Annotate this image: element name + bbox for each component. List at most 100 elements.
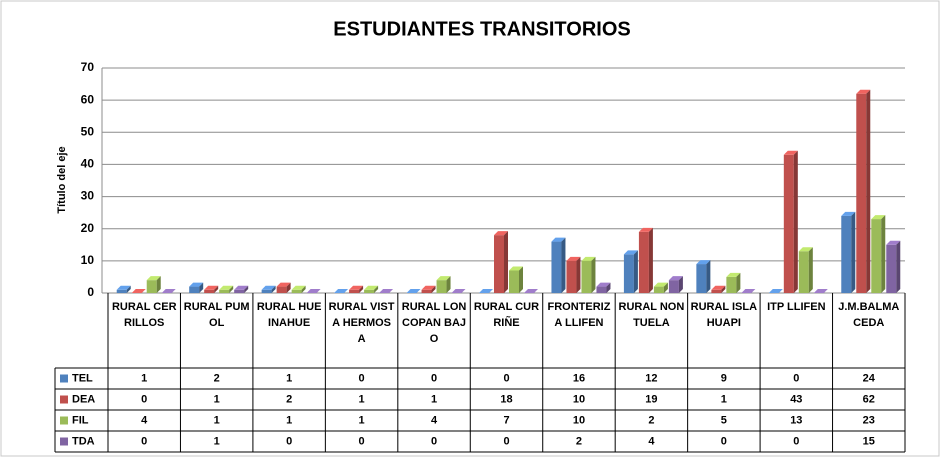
- bar-top: [871, 215, 886, 220]
- bar-side: [851, 211, 856, 293]
- bar: [276, 282, 291, 293]
- bar-front: [726, 276, 737, 293]
- bar-side: [126, 285, 131, 293]
- bar-top: [841, 211, 856, 216]
- bar-top: [161, 289, 176, 293]
- bar-top: [219, 285, 234, 290]
- bar-top: [509, 266, 523, 271]
- y-tick-label: 30: [81, 189, 95, 203]
- bar-top: [768, 289, 783, 293]
- y-tick-label: 20: [81, 221, 95, 235]
- x-tick-label-box: J.M.BALMACEDA: [838, 301, 900, 329]
- bar-front: [234, 289, 245, 293]
- bar-top: [364, 285, 379, 290]
- legend-swatch: [60, 395, 68, 404]
- bar: [623, 250, 638, 293]
- x-tick-label-box: RURAL CURRIÑE: [474, 301, 539, 329]
- bar-top: [653, 282, 668, 287]
- bar: [479, 289, 493, 293]
- bar-top: [234, 285, 249, 290]
- table-value: 1: [286, 414, 292, 426]
- table-value: 4: [648, 435, 655, 447]
- x-tick-label: ITP LLIFEN: [767, 301, 826, 313]
- bar-side: [504, 231, 508, 293]
- bar: [783, 150, 798, 293]
- table-value: 0: [793, 435, 799, 447]
- bar-side: [721, 285, 726, 293]
- bar-top: [451, 289, 466, 293]
- table-value: 19: [645, 393, 657, 405]
- bar: [509, 266, 523, 293]
- bar: [668, 276, 683, 293]
- bar-top: [131, 289, 146, 293]
- bar-top: [813, 289, 828, 293]
- table-value: 23: [863, 414, 875, 426]
- bar-front: [841, 215, 852, 293]
- table-value: 0: [721, 435, 727, 447]
- bar-front: [146, 280, 157, 293]
- bar: [204, 285, 219, 293]
- bar-side: [663, 282, 668, 293]
- bar-front: [653, 286, 664, 293]
- legend-swatch: [60, 437, 68, 446]
- legend-label: TDA: [72, 435, 95, 447]
- table-value: 0: [431, 372, 437, 384]
- table-value: 10: [573, 393, 585, 405]
- table-value: 12: [645, 372, 657, 384]
- table-value: 2: [576, 435, 582, 447]
- table-value: 1: [286, 372, 292, 384]
- bar-top: [623, 250, 638, 255]
- bar-top: [696, 260, 711, 265]
- bar-front: [856, 93, 867, 293]
- legend-swatch: [60, 416, 68, 425]
- x-tick-label-box: ITP LLIFEN: [767, 301, 826, 313]
- x-tick-label: RURAL CERRILLOS: [111, 301, 177, 329]
- x-tick-label-box: RURAL HUEINAHUE: [257, 301, 322, 329]
- bar-top: [306, 289, 321, 293]
- bar: [219, 285, 234, 293]
- bar: [566, 256, 581, 293]
- bar: [349, 285, 364, 293]
- table-value: 7: [503, 414, 509, 426]
- bar: [131, 289, 146, 293]
- bar-front: [276, 286, 287, 293]
- bar-front: [783, 154, 794, 293]
- legend-label: TEL: [72, 372, 93, 384]
- bar-front: [261, 289, 272, 293]
- bar-top: [406, 289, 421, 293]
- bar: [741, 289, 756, 293]
- bar-top: [596, 282, 611, 287]
- bar-top: [741, 289, 756, 293]
- bar: [421, 285, 436, 293]
- bar: [696, 260, 711, 293]
- bar: [116, 285, 131, 293]
- x-tick-label: RURAL NONTUELA: [618, 301, 685, 329]
- x-tick-label-box: RURAL VISTA HERMOSA: [329, 301, 395, 345]
- x-tick-label: J.M.BALMACEDA: [838, 301, 900, 329]
- bar-side: [519, 266, 523, 293]
- bar: [334, 289, 349, 293]
- bar: [726, 272, 741, 293]
- table-value: 62: [863, 393, 875, 405]
- bar-top: [726, 272, 741, 277]
- bar-front: [668, 280, 679, 293]
- table-value: 10: [573, 414, 585, 426]
- bar-side: [271, 285, 276, 293]
- x-tick-label-box: RURAL NONTUELA: [618, 301, 685, 329]
- bar-side: [286, 282, 291, 293]
- table-value: 0: [359, 435, 365, 447]
- bar-side: [866, 89, 871, 293]
- bar: [653, 282, 668, 293]
- bar-side: [374, 285, 379, 293]
- table-value: 13: [790, 414, 802, 426]
- y-tick-label: 10: [81, 253, 95, 267]
- y-tick-label: 0: [87, 285, 94, 299]
- y-tick-label: 40: [81, 157, 95, 171]
- table-value: 2: [648, 414, 654, 426]
- bar: [871, 215, 886, 293]
- bar: [768, 289, 783, 293]
- bar-top: [261, 285, 276, 290]
- table-value: 1: [721, 393, 727, 405]
- bar-side: [446, 276, 451, 293]
- table-value: 2: [286, 393, 292, 405]
